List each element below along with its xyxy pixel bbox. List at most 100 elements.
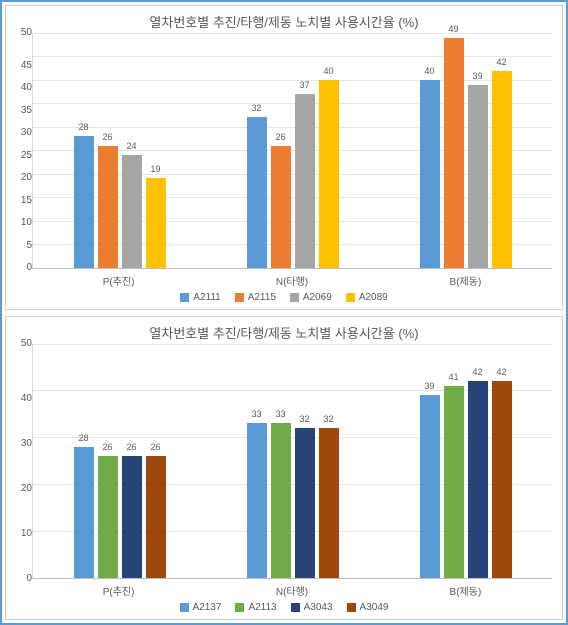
legend-item: A3043 xyxy=(291,602,333,613)
bar: 26 xyxy=(98,146,118,268)
bar-value-label: 40 xyxy=(424,66,434,76)
bar-group: 39 41 42 42 xyxy=(420,344,512,579)
bar: 24 xyxy=(122,155,142,268)
bar-groups: 28 26 24 19 32 26 37 40 40 xyxy=(33,33,552,268)
bar: 26 xyxy=(271,146,291,268)
legend-swatch xyxy=(180,603,189,612)
bar-value-label: 26 xyxy=(102,442,112,452)
y-tick: 10 xyxy=(21,218,32,228)
bar-value-label: 33 xyxy=(251,409,261,419)
bar: 28 xyxy=(74,136,94,267)
bar-value-label: 33 xyxy=(275,409,285,419)
x-axis: P(추진) N(타행) B(제동) xyxy=(6,579,562,600)
y-tick: 30 xyxy=(21,439,32,449)
bar-value-label: 49 xyxy=(448,24,458,34)
bar: 39 xyxy=(468,85,488,268)
bar: 26 xyxy=(98,456,118,578)
bar-value-label: 39 xyxy=(424,381,434,391)
bar-value-label: 26 xyxy=(126,442,136,452)
legend-swatch xyxy=(235,293,244,302)
legend-label: A2137 xyxy=(193,602,222,613)
bar-value-label: 32 xyxy=(251,103,261,113)
legend: A2111 A2115 A2069 A2089 xyxy=(6,290,562,309)
bar: 33 xyxy=(247,423,267,578)
plot-area: 50 40 30 20 10 0 28 26 26 2 xyxy=(6,344,562,580)
chart-title: 열차번호별 추진/타행/제동 노치별 사용시간율 (%) xyxy=(6,6,562,33)
bar: 32 xyxy=(319,428,339,578)
legend-item: A2113 xyxy=(235,602,276,613)
y-tick: 20 xyxy=(21,173,32,183)
x-label: B(제동) xyxy=(450,583,482,598)
bar-group: 32 26 37 40 xyxy=(247,33,339,268)
y-tick: 30 xyxy=(21,128,32,138)
bar: 19 xyxy=(146,178,166,267)
bar-value-label: 28 xyxy=(78,122,88,132)
bar: 32 xyxy=(247,117,267,267)
legend-item: A2111 xyxy=(180,292,220,303)
bar-value-label: 39 xyxy=(472,71,482,81)
x-label: P(추진) xyxy=(103,273,135,288)
chart-panel-1: 열차번호별 추진/타행/제동 노치별 사용시간율 (%) 50 40 30 20… xyxy=(5,316,563,621)
legend-item: A2115 xyxy=(235,292,276,303)
legend-item: A2137 xyxy=(180,602,222,613)
legend-label: A2069 xyxy=(303,292,332,303)
legend-label: A2113 xyxy=(248,602,276,613)
grid-area: 28 26 24 19 32 26 37 40 40 xyxy=(32,33,552,269)
legend-item: A2089 xyxy=(346,292,388,303)
legend-label: A2111 xyxy=(193,292,220,303)
bar-group: 40 49 39 42 xyxy=(420,33,512,268)
x-labels: P(추진) N(타행) B(제동) xyxy=(32,579,552,600)
legend-label: A2115 xyxy=(248,292,276,303)
bar-group: 28 26 26 26 xyxy=(74,344,166,579)
grid-area: 28 26 26 26 33 33 32 32 39 xyxy=(32,344,552,580)
y-axis: 50 45 40 35 30 25 20 15 10 5 0 xyxy=(12,33,32,269)
bar-group: 28 26 24 19 xyxy=(74,33,166,268)
x-label: B(제동) xyxy=(450,273,482,288)
x-labels: P(추진) N(타행) B(제동) xyxy=(32,269,552,290)
bar-value-label: 42 xyxy=(472,367,482,377)
legend-label: A3043 xyxy=(304,602,333,613)
legend-swatch xyxy=(235,603,244,612)
bar: 42 xyxy=(492,381,512,578)
y-tick: 50 xyxy=(21,28,32,38)
bar: 32 xyxy=(295,428,315,578)
y-tick: 50 xyxy=(21,339,32,349)
chart-container: 열차번호별 추진/타행/제동 노치별 사용시간율 (%) 50 45 40 35… xyxy=(0,0,568,625)
bar: 42 xyxy=(468,381,488,578)
x-axis: P(추진) N(타행) B(제동) xyxy=(6,269,562,290)
bar: 28 xyxy=(74,447,94,578)
bar-value-label: 26 xyxy=(275,132,285,142)
y-tick: 15 xyxy=(21,196,32,206)
legend-item: A3049 xyxy=(347,602,389,613)
bar: 41 xyxy=(444,386,464,578)
legend-label: A3049 xyxy=(360,602,389,613)
bar: 37 xyxy=(295,94,315,268)
bar: 26 xyxy=(122,456,142,578)
y-tick: 45 xyxy=(21,61,32,71)
bar-value-label: 40 xyxy=(323,66,333,76)
bar-value-label: 28 xyxy=(78,433,88,443)
bar: 26 xyxy=(146,456,166,578)
y-tick: 40 xyxy=(21,394,32,404)
legend-swatch xyxy=(346,293,355,302)
y-tick: 25 xyxy=(21,151,32,161)
bar-value-label: 26 xyxy=(150,442,160,452)
chart-title: 열차번호별 추진/타행/제동 노치별 사용시간율 (%) xyxy=(6,317,562,344)
legend-label: A2089 xyxy=(359,292,388,303)
bar-value-label: 32 xyxy=(299,414,309,424)
legend: A2137 A2113 A3043 A3049 xyxy=(6,600,562,619)
bar-value-label: 19 xyxy=(150,164,160,174)
bar-value-label: 37 xyxy=(299,80,309,90)
legend-item: A2069 xyxy=(290,292,332,303)
bar-value-label: 26 xyxy=(102,132,112,142)
bar: 39 xyxy=(420,395,440,578)
y-tick: 40 xyxy=(21,83,32,93)
bar: 40 xyxy=(420,80,440,268)
legend-swatch xyxy=(290,293,299,302)
y-tick: 20 xyxy=(21,484,32,494)
x-label: N(타행) xyxy=(276,273,308,288)
bar: 42 xyxy=(492,71,512,268)
bar-value-label: 42 xyxy=(496,57,506,67)
y-tick: 10 xyxy=(21,529,32,539)
bar: 49 xyxy=(444,38,464,268)
